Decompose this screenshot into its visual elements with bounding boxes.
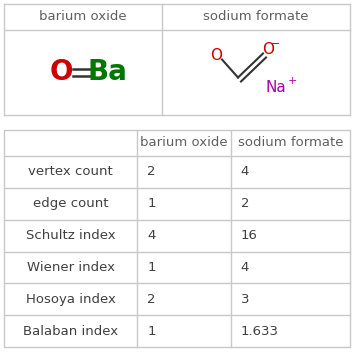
Text: Ba: Ba [87,58,127,87]
Text: sodium formate: sodium formate [238,137,343,150]
Text: +: + [287,76,297,87]
Bar [4,130,350,347]
Text: O: O [210,48,222,63]
Text: 1: 1 [147,261,156,274]
Text: 3: 3 [241,293,249,306]
Text: 2: 2 [241,197,249,210]
Text: Wiener index: Wiener index [27,261,115,274]
Text: sodium formate: sodium formate [203,11,309,24]
Text: Balaban index: Balaban index [23,325,118,338]
Text: 1: 1 [147,325,156,338]
Text: barium oxide: barium oxide [39,11,127,24]
Text: −: − [271,38,281,49]
Text: edge count: edge count [33,197,108,210]
Text: 16: 16 [241,229,257,242]
Text: 4: 4 [241,261,249,274]
Text: 2: 2 [147,165,156,178]
Text: O: O [262,42,274,57]
Text: O: O [49,58,73,87]
Text: 1: 1 [147,197,156,210]
Text: Hosoya index: Hosoya index [26,293,115,306]
Text: Na: Na [266,80,286,95]
Text: 4: 4 [241,165,249,178]
Text: 1.633: 1.633 [241,325,279,338]
Text: 2: 2 [147,293,156,306]
Text: Schultz index: Schultz index [26,229,115,242]
Text: 4: 4 [147,229,156,242]
Text: barium oxide: barium oxide [140,137,228,150]
Text: vertex count: vertex count [28,165,113,178]
